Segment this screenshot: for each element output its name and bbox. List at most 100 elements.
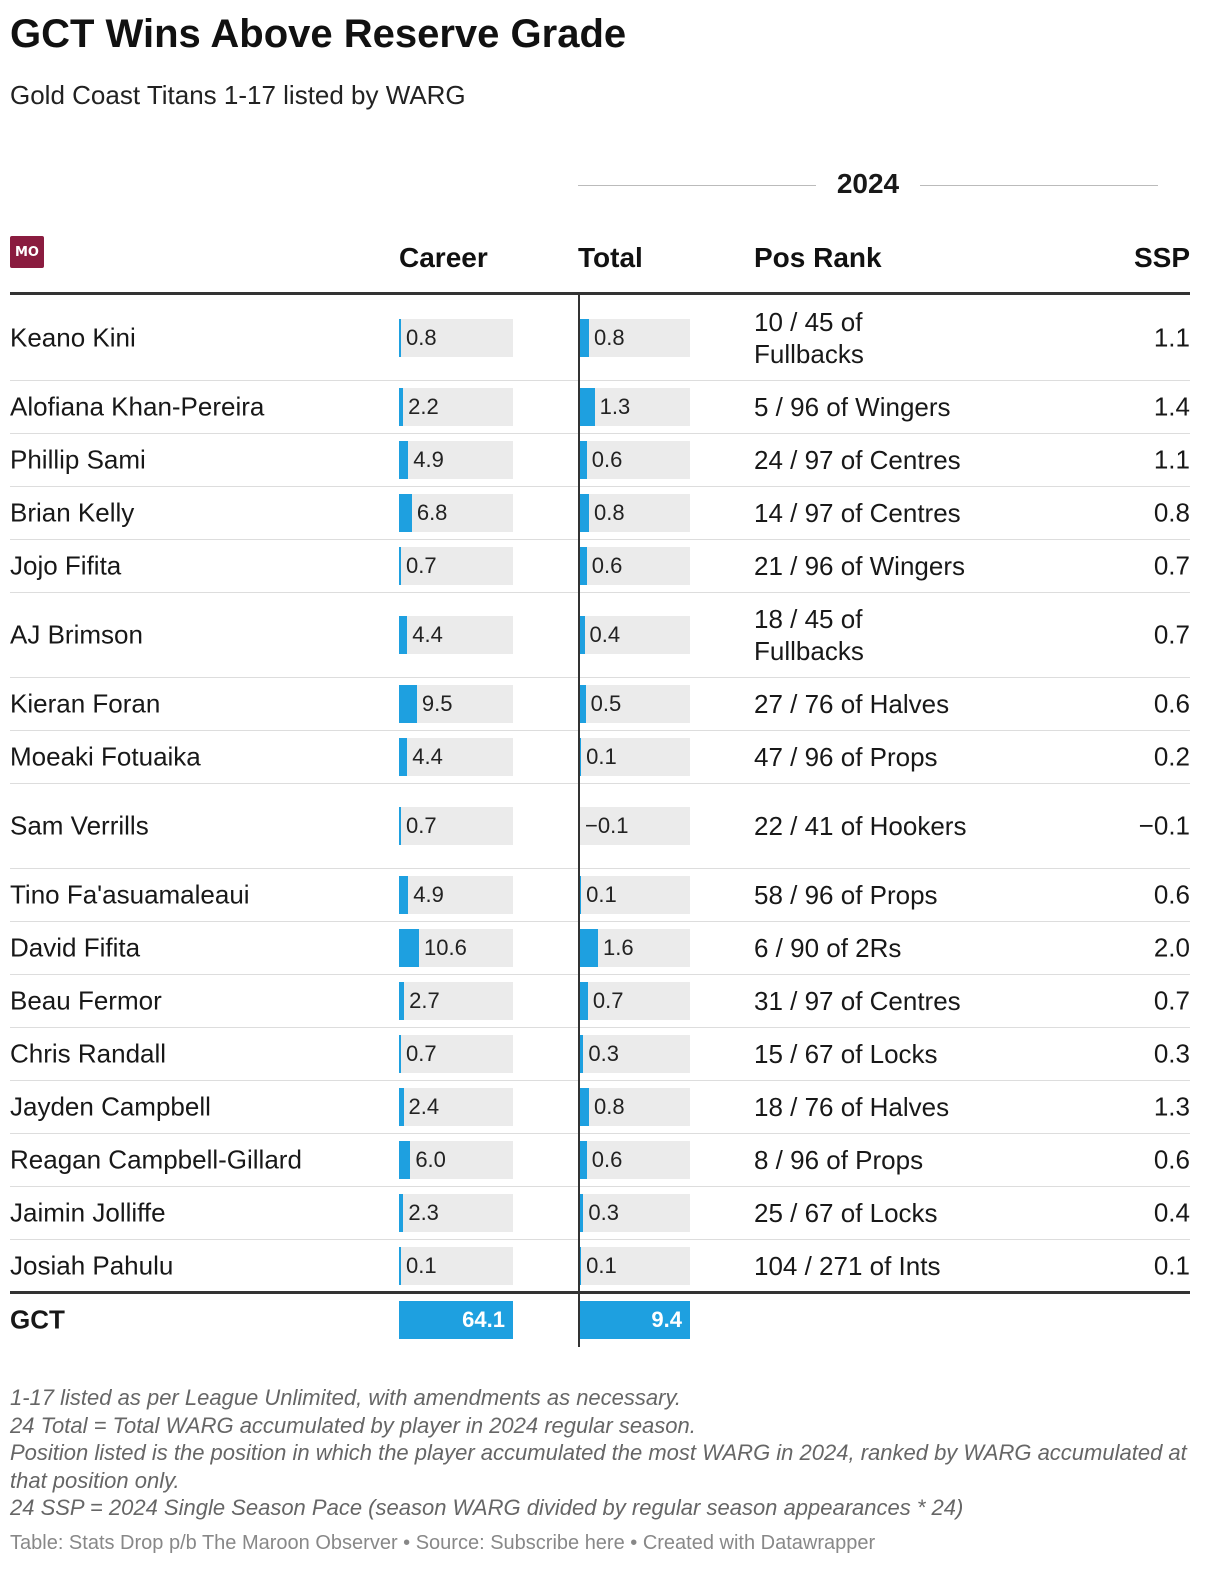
career-bar-fill: [399, 1088, 404, 1126]
career-bar: 9.5: [399, 685, 513, 723]
career-bar: 4.9: [399, 441, 513, 479]
ssp-value: 1.1: [1153, 322, 1190, 353]
total-value: 0.6: [591, 447, 623, 472]
total-value: 0.3: [588, 1041, 619, 1066]
total-value: 0.3: [588, 1200, 619, 1225]
total-bar: 0.1: [580, 876, 690, 914]
total-value: 0.8: [594, 500, 625, 525]
total-bar-fill: [580, 319, 589, 357]
career-bar-fill: [399, 1035, 401, 1073]
player-name: David Fifita: [10, 932, 141, 963]
table-row: Tino Fa'asuamaleaui 4.9 0.1 58 / 96 of Prop…: [10, 869, 1190, 922]
ssp-value: 0.3: [1153, 1038, 1190, 1069]
total-career-value: 64.1: [462, 1307, 505, 1332]
career-value: 4.4: [412, 744, 443, 769]
career-value: 2.7: [409, 988, 440, 1013]
career-value: 0.8: [406, 325, 437, 350]
ssp-value: 1.4: [1153, 391, 1190, 422]
maroon-observer-logo: MO: [10, 236, 44, 268]
career-value: 2.3: [408, 1200, 439, 1225]
ssp-value: 0.1: [1153, 1250, 1190, 1281]
total-value: 0.1: [586, 1253, 617, 1278]
year-label: 2024: [836, 168, 900, 199]
career-value: 9.5: [421, 691, 453, 716]
position-rank: 18 / 76 of Halves: [754, 1092, 950, 1122]
table-row: Reagan Campbell-Gillard 6.0 0.6 8 / 96 of P…: [10, 1134, 1190, 1187]
total-bar: 0.6: [580, 1141, 690, 1179]
total-career-bar: 64.1: [399, 1301, 513, 1339]
career-bar-fill: [399, 388, 404, 426]
career-bar-fill: [399, 1247, 401, 1285]
total-bar: 0.3: [580, 1035, 690, 1073]
total-bar: 0.8: [580, 1088, 690, 1126]
career-bar-fill: [399, 547, 401, 585]
total-bar: 0.3: [580, 1194, 690, 1232]
career-bar: 2.2: [399, 388, 513, 426]
total-bar-fill: [580, 547, 587, 585]
player-name: Keano Kini: [10, 322, 136, 353]
ssp-value: 1.1: [1153, 444, 1190, 475]
ssp-value: 0.4: [1153, 1197, 1190, 1228]
career-bar-fill: [399, 929, 419, 967]
ssp-value: −0.1: [1138, 810, 1190, 841]
footnote: 24 SSP = 2024 Single Season Pace (season…: [10, 1495, 964, 1520]
footnotes: 1-17 listed as per League Unlimited, wit…: [10, 1384, 1190, 1522]
ssp-value: 0.7: [1153, 550, 1190, 581]
total-bar-fill: [580, 388, 595, 426]
table-row: Kieran Foran 9.5 0.5 27 / 76 of Halves 0.6: [10, 678, 1190, 731]
player-name: Sam Verrills: [10, 810, 149, 841]
total-bar-fill: [580, 616, 585, 654]
header-career: Career: [399, 242, 488, 273]
career-bar-fill: [399, 807, 401, 845]
total-bar-fill: [580, 441, 587, 479]
position-rank: 58 / 96 of Props: [754, 880, 938, 910]
total-value: 0.8: [594, 1094, 625, 1119]
career-bar: 2.3: [399, 1194, 513, 1232]
player-name: AJ Brimson: [10, 619, 143, 650]
position-rank: 25 / 67 of Locks: [754, 1198, 938, 1228]
career-bar-fill: [399, 876, 409, 914]
player-name: Moeaki Fotuaika: [10, 741, 201, 772]
player-name: Josiah Pahulu: [10, 1250, 174, 1281]
career-bar: 4.4: [399, 738, 513, 776]
header-total: Total: [578, 242, 643, 273]
position-rank: 104 / 271 of Ints: [754, 1251, 941, 1281]
header-ssp: SSP: [1133, 242, 1190, 273]
career-value: 4.9: [413, 882, 444, 907]
total-bar-fill: [580, 1247, 582, 1285]
player-name: Phillip Sami: [10, 444, 146, 475]
table-row: Chris Randall 0.7 0.3 15 / 67 of Locks 0.3: [10, 1028, 1190, 1081]
career-value: 4.4: [412, 622, 443, 647]
table-row: Jojo Fifita 0.7 0.6 21 / 96 of Wingers 0.7: [10, 540, 1190, 593]
total-value: 0.1: [586, 882, 617, 907]
career-bar: 0.7: [399, 1035, 513, 1073]
table-row: Brian Kelly 6.8 0.8 14 / 97 of Centres 0.8: [10, 487, 1190, 540]
position-rank: 27 / 76 of Halves: [754, 689, 950, 719]
position-rank: 18 / 45 of Fullbacks: [754, 604, 864, 666]
career-bar: 10.6: [399, 929, 513, 967]
total-bar: 0.1: [580, 738, 690, 776]
total-value: 0.8: [594, 325, 625, 350]
player-name: Reagan Campbell-Gillard: [10, 1144, 302, 1175]
total-bar-fill: [580, 876, 582, 914]
table-row: AJ Brimson 4.4 0.4 18 / 45 of Fullbacks 0.7: [10, 593, 1190, 678]
position-rank: 24 / 97 of Centres: [754, 445, 961, 475]
career-value: 4.9: [413, 447, 444, 472]
position-rank: 6 / 90 of 2Rs: [754, 933, 902, 963]
ssp-value: 0.7: [1153, 619, 1190, 650]
table-row: Jayden Campbell 2.4 0.8 18 / 76 of Halves 1.…: [10, 1081, 1190, 1134]
ssp-value: 0.6: [1153, 879, 1190, 910]
total-bar-fill: [580, 1035, 584, 1073]
career-bar: 6.0: [399, 1141, 513, 1179]
total-rule: [10, 1291, 1190, 1294]
ssp-value: 0.2: [1153, 741, 1190, 772]
source-line: Table: Stats Drop p/b The Maroon Observe…: [10, 1532, 876, 1554]
total-bar: 0.4: [580, 616, 690, 654]
total-bar: 1.3: [580, 388, 690, 426]
career-bar: 6.8: [399, 494, 513, 532]
footnote: 24 Total = Total WARG accumulated by pla…: [10, 1412, 696, 1438]
total-value: 1.3: [599, 394, 631, 419]
career-bar-fill: [399, 685, 417, 723]
total-total-bar: 9.4: [580, 1301, 690, 1339]
career-value: 2.4: [408, 1094, 440, 1119]
